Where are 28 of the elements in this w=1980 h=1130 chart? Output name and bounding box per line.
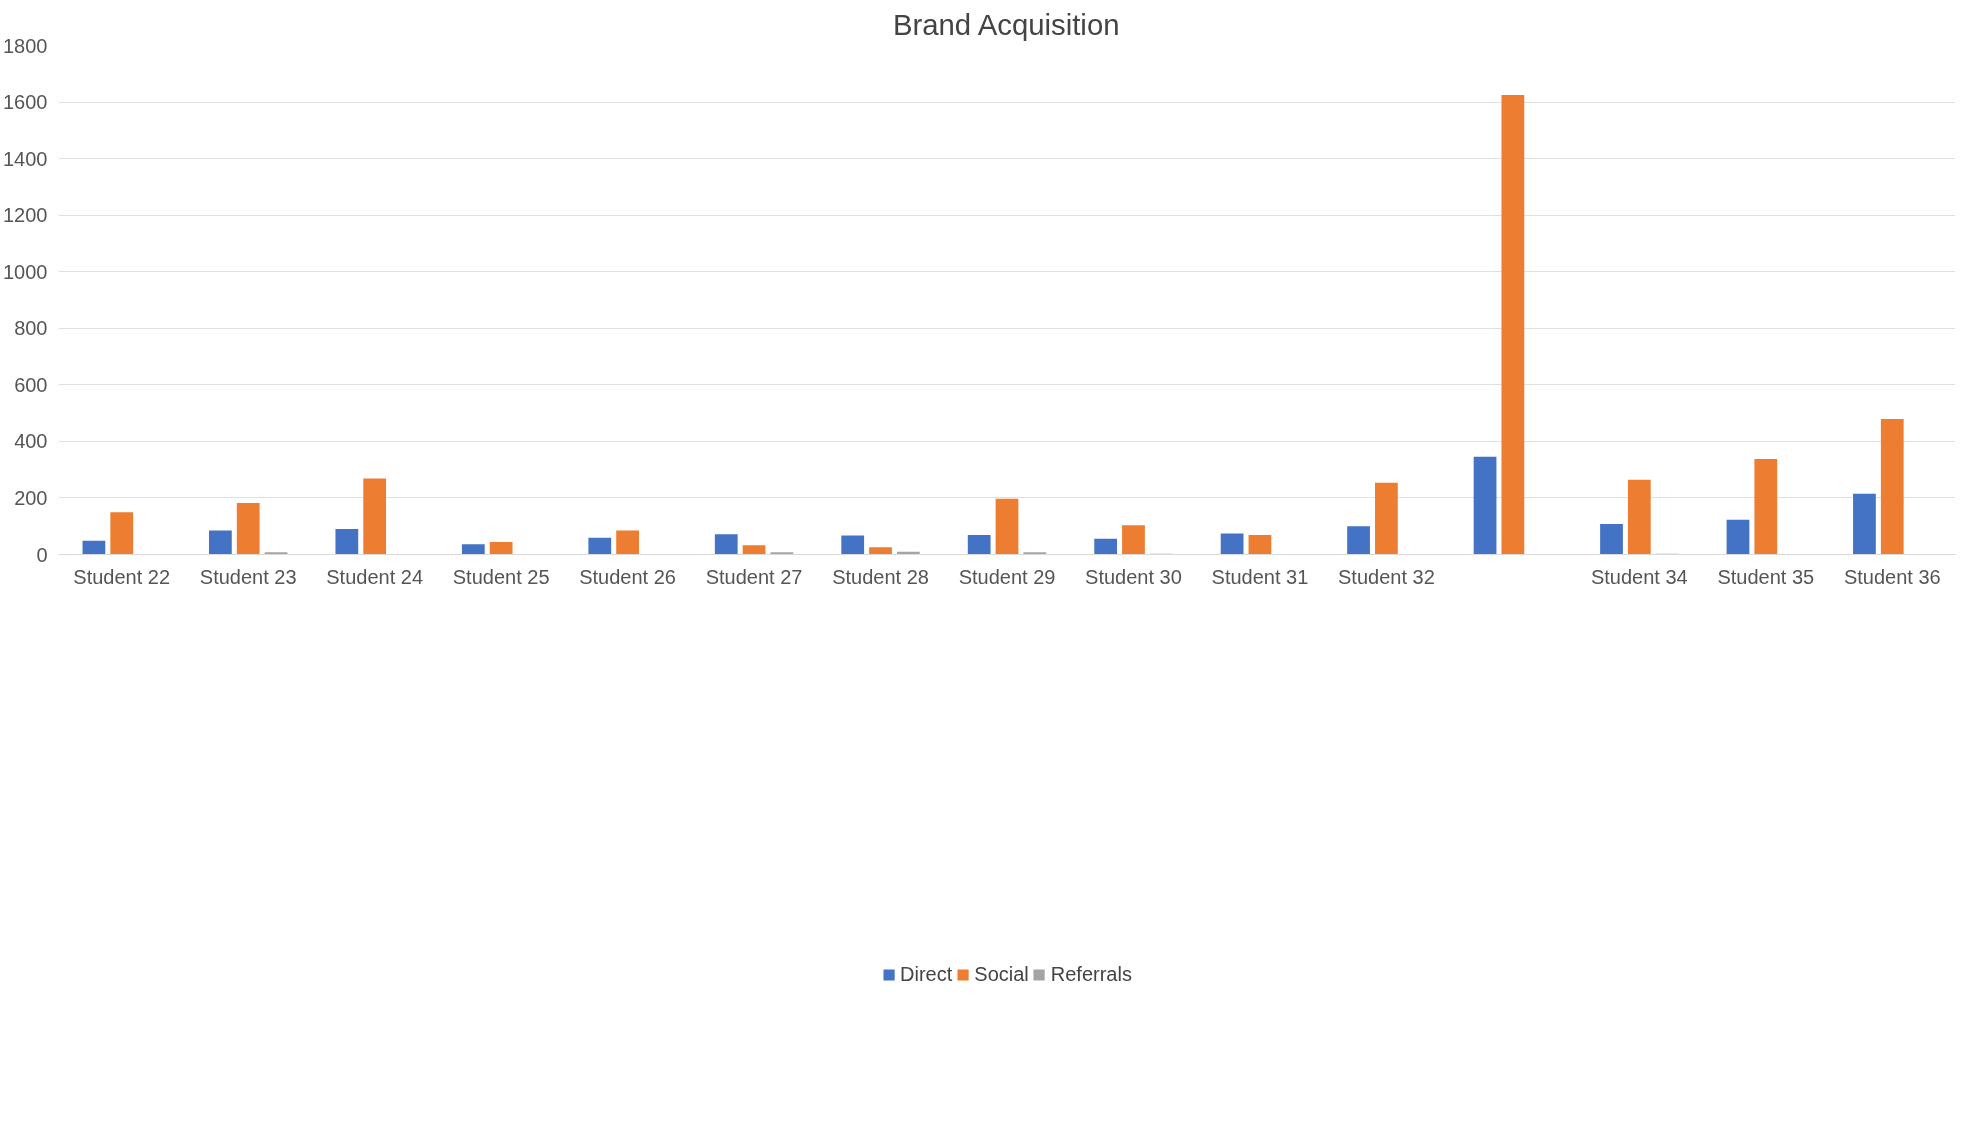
- y-tick-label: 200: [14, 486, 48, 509]
- y-tick-label: 1600: [3, 91, 48, 114]
- x-tick-label: Student 28: [832, 565, 929, 588]
- y-tick-label: 800: [14, 317, 48, 340]
- legend-label: Social: [974, 962, 1029, 986]
- x-tick-label: Student 30: [1085, 565, 1182, 588]
- x-tick-label: Student 26: [579, 565, 676, 588]
- y-tick-label: 600: [14, 373, 48, 396]
- chart-title: Brand Acquisition: [892, 7, 1120, 41]
- x-tick-label: Student 25: [452, 565, 550, 588]
- x-tick-label: Student 22: [73, 565, 171, 588]
- x-tick-label: Student 29: [958, 565, 1056, 588]
- x-tick-label: Student 32: [1338, 565, 1435, 588]
- legend-label: Referrals: [1050, 962, 1132, 986]
- x-tick-label: Student 31: [1211, 565, 1309, 588]
- y-tick-label: 0: [36, 543, 48, 566]
- x-tick-label: Student 34: [1590, 565, 1688, 588]
- x-tick-label: Student 27: [705, 565, 803, 588]
- x-tick-label: Student 24: [326, 565, 424, 588]
- x-tick-label: Student 36: [1843, 565, 1941, 588]
- x-tick-label: Student 23: [199, 565, 297, 588]
- y-tick-label: 1400: [3, 147, 48, 170]
- legend-label: Direct: [900, 962, 953, 986]
- y-tick-label: 400: [14, 430, 48, 453]
- y-tick-label: 1200: [3, 204, 48, 227]
- y-tick-label: 1000: [3, 260, 48, 283]
- x-tick-label: Student 35: [1717, 565, 1815, 588]
- y-tick-label: 1800: [3, 34, 48, 57]
